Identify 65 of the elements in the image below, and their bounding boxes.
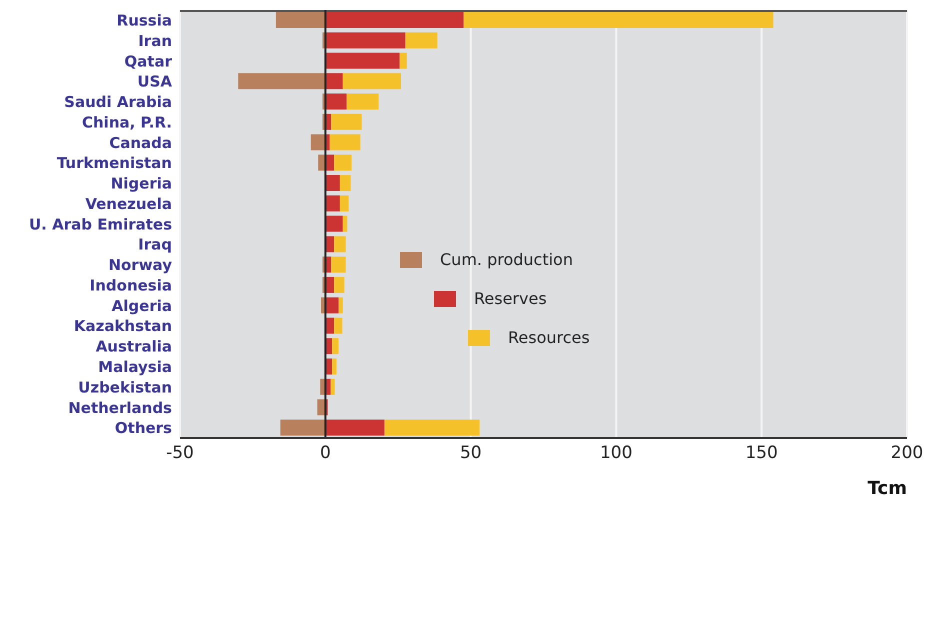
y-tick-label: Uzbekistan [78, 378, 172, 396]
bar [405, 32, 438, 48]
bar [334, 318, 342, 334]
legend-label: Reserves [474, 289, 547, 308]
y-tick-label: China, P.R. [82, 113, 172, 132]
y-tick-label: Others [114, 419, 172, 438]
bar [238, 73, 326, 90]
bar [340, 195, 349, 212]
y-tick-label: Iran [138, 32, 172, 50]
bar [280, 420, 326, 436]
bar [334, 276, 344, 293]
bar [325, 32, 406, 48]
bar [330, 378, 335, 395]
y-tick-label: Russia [116, 12, 172, 30]
y-tick-label: Netherlands [68, 398, 172, 417]
bar [325, 195, 340, 212]
y-tick-label: Qatar [124, 52, 173, 70]
bar [464, 12, 774, 28]
bar [332, 358, 336, 374]
bar [325, 216, 343, 232]
y-tick-label: Malaysia [98, 358, 172, 376]
bar [325, 175, 340, 192]
x-tick-label: 150 [745, 443, 778, 464]
bar [340, 175, 351, 192]
legend-label: Cum. production [440, 250, 573, 269]
y-tick-label: Norway [108, 256, 172, 274]
y-tick-label: Iraq [138, 236, 172, 254]
bar [325, 52, 400, 69]
y-tick-label: Indonesia [90, 276, 172, 294]
bar [325, 420, 384, 436]
bar [338, 297, 343, 314]
x-tick-label: -50 [166, 443, 194, 464]
bar [334, 154, 352, 171]
y-tick-label: Turkmenistan [56, 154, 172, 172]
bar [325, 12, 464, 28]
y-tick-label: Saudi Arabia [64, 93, 172, 112]
bar [276, 12, 326, 28]
x-tick-label: 200 [890, 443, 924, 464]
bar [342, 216, 348, 232]
y-tick-label: USA [137, 72, 172, 91]
bar [400, 52, 407, 69]
bar [330, 134, 360, 150]
bar [342, 73, 402, 90]
legend-label: Resources [508, 328, 590, 347]
bar [325, 297, 338, 314]
y-tick-label: Canada [109, 134, 172, 152]
x-tick-label: 0 [320, 443, 331, 464]
y-tick-label: Venezuela [85, 194, 172, 213]
bar [310, 134, 326, 150]
bar [332, 338, 338, 354]
bar [325, 94, 347, 110]
y-tick-label: U. Arab Emirates [29, 215, 172, 234]
x-axis-title: Tcm [868, 478, 907, 499]
x-tick-label: 50 [460, 443, 482, 464]
bar [334, 236, 346, 252]
x-tick-label: 100 [600, 443, 632, 464]
bar [384, 420, 480, 436]
y-tick-label: Australia [96, 338, 172, 356]
bar [331, 114, 362, 130]
bar [331, 256, 346, 273]
y-tick-label: Nigeria [110, 174, 172, 193]
bar [325, 73, 343, 90]
bar [346, 94, 379, 110]
y-tick-label: Kazakhstan [74, 317, 172, 336]
y-tick-label: Algeria [112, 296, 172, 315]
